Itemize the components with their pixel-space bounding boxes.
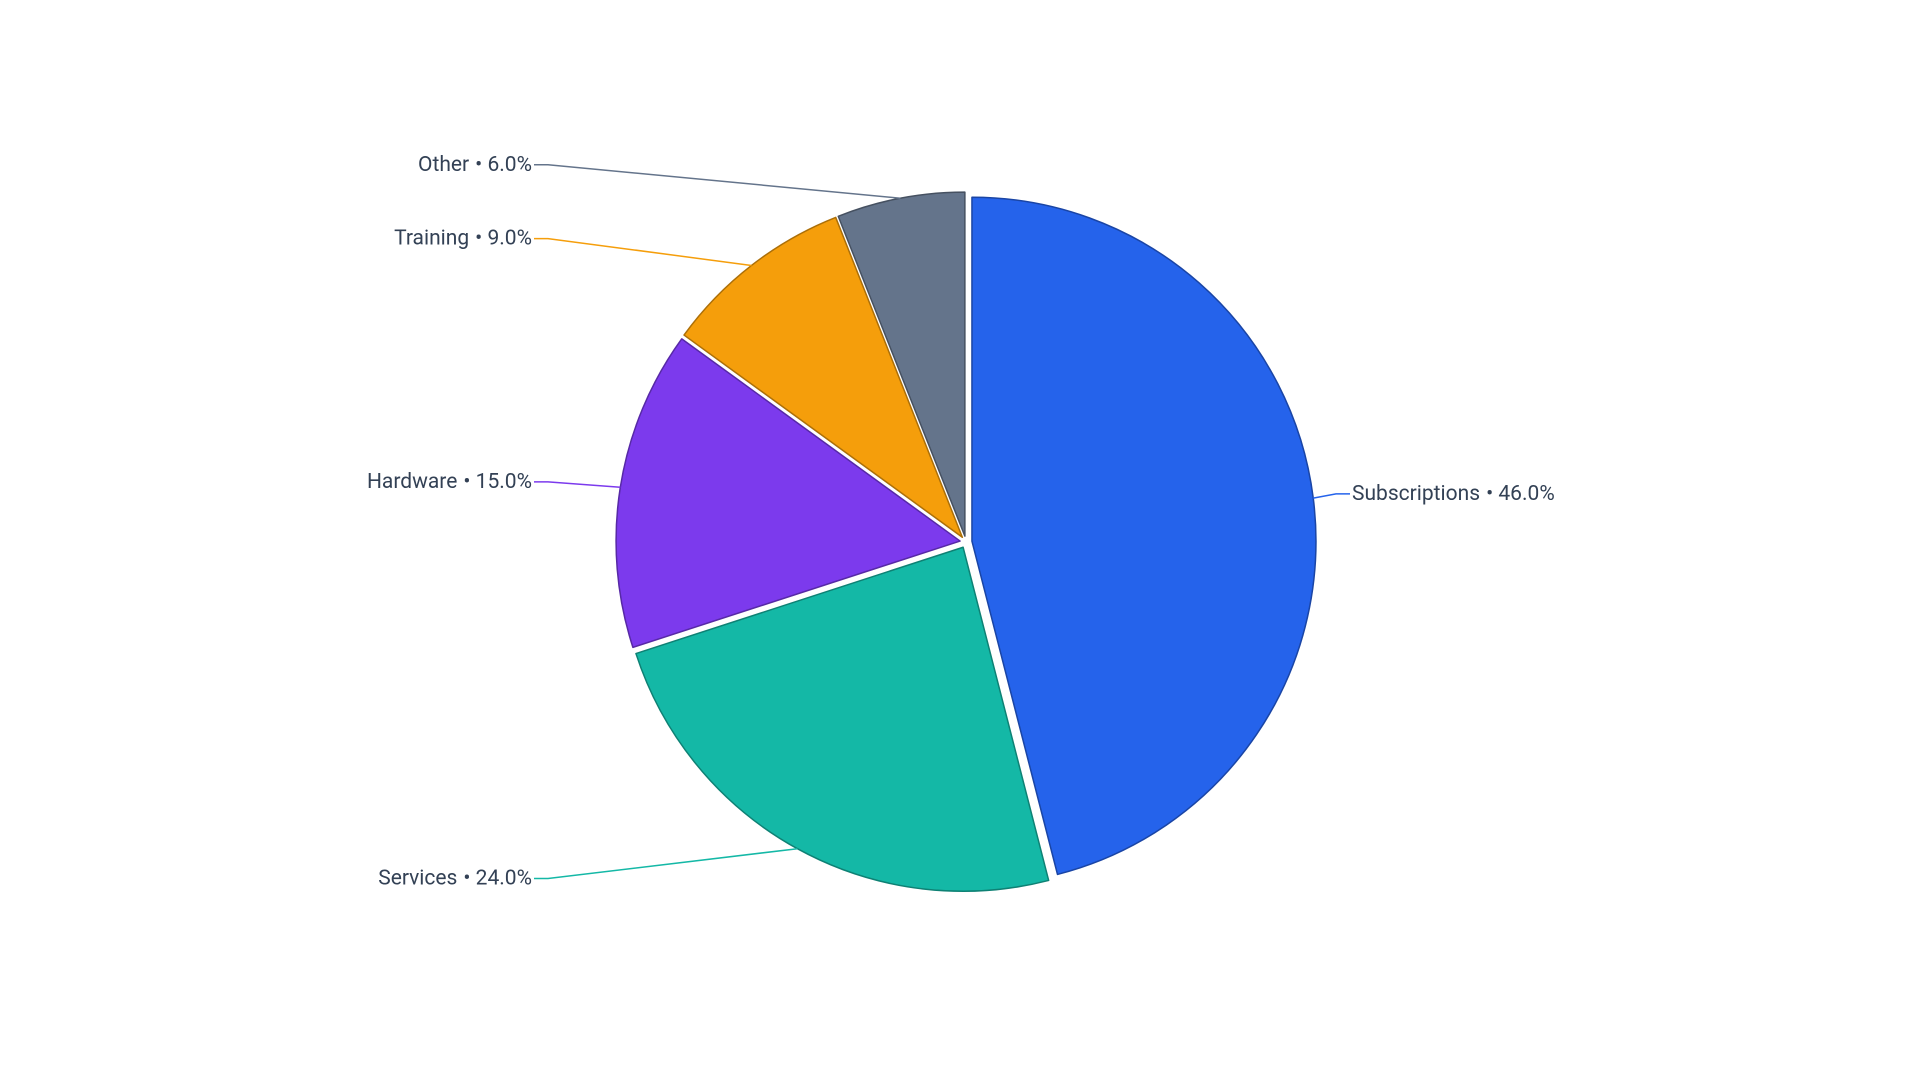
leader-line xyxy=(534,847,798,880)
data-label: Training • 9.0% xyxy=(394,226,532,250)
pie-slice xyxy=(837,191,966,537)
value-label: • 6.0% xyxy=(475,152,532,176)
category-label: Services xyxy=(378,866,457,890)
category-label: Hardware xyxy=(367,469,457,493)
pie-slice xyxy=(683,216,964,539)
category-label: Other xyxy=(418,152,469,176)
leader-line xyxy=(534,481,621,488)
data-label: Hardware • 15.0% xyxy=(367,469,532,493)
value-label: • 24.0% xyxy=(463,866,532,890)
data-label: Subscriptions • 46.0% xyxy=(1352,481,1555,505)
pie-slice xyxy=(635,546,1050,892)
pie-slice xyxy=(615,338,961,649)
data-label: Services • 24.0% xyxy=(378,866,532,890)
value-label: • 46.0% xyxy=(1486,481,1555,505)
value-label: • 9.0% xyxy=(475,226,532,250)
leader-line xyxy=(534,237,752,267)
value-label: • 15.0% xyxy=(463,469,532,493)
category-label: Training xyxy=(394,226,469,250)
data-label: Other • 6.0% xyxy=(418,152,532,176)
leader-line xyxy=(1313,493,1350,499)
pie-slice xyxy=(971,196,1317,876)
leader-line xyxy=(534,164,901,199)
category-label: Subscriptions xyxy=(1352,481,1480,505)
